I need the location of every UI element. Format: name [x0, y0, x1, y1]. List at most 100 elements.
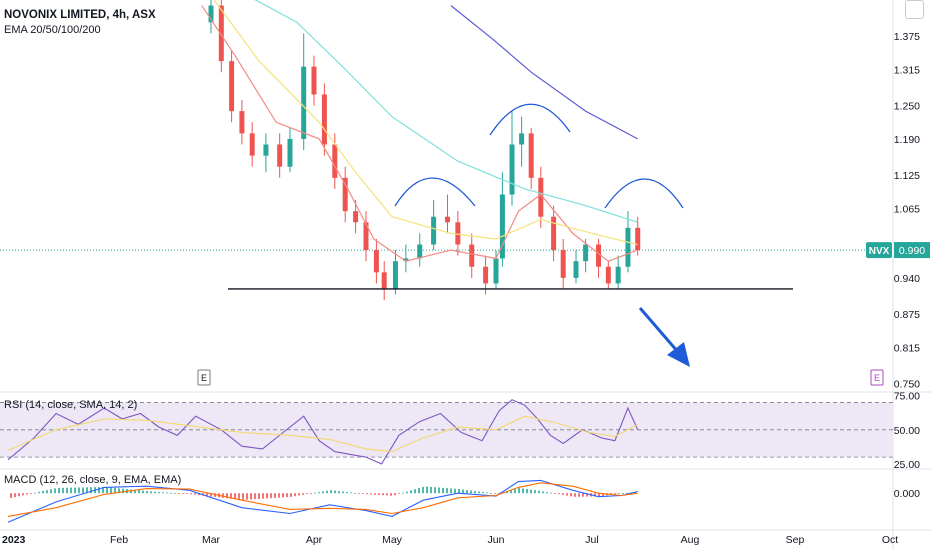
macd-histogram-bar: [86, 487, 88, 494]
macd-histogram-bar: [546, 492, 548, 494]
price-badge: [894, 242, 930, 259]
macd-histogram-bar: [562, 493, 564, 495]
macd-histogram-bar: [594, 493, 596, 497]
macd-histogram-bar: [466, 490, 468, 494]
macd-histogram-bar: [330, 490, 332, 494]
macd-histogram-bar: [462, 489, 464, 494]
time-tick-label: Sep: [786, 534, 805, 546]
macd-histogram-bar: [78, 487, 80, 494]
macd-histogram-bar: [90, 487, 92, 494]
time-tick-label: 2023: [2, 534, 26, 546]
macd-histogram-bar: [550, 492, 552, 494]
macd-histogram-bar: [518, 488, 520, 494]
price-badge-label: 0.990: [899, 245, 925, 257]
macd-histogram-bar: [426, 486, 428, 494]
candle-body: [301, 66, 307, 139]
price-tick-label: 1.190: [894, 134, 920, 146]
macd-histogram-bar: [442, 487, 444, 494]
macd-histogram-bar: [450, 488, 452, 494]
macd-histogram-bar: [198, 493, 200, 496]
macd-histogram-bar: [230, 493, 232, 499]
macd-histogram-bar: [170, 492, 172, 494]
macd-histogram-bar: [382, 493, 384, 496]
macd-histogram-bar: [506, 491, 508, 494]
macd-histogram-bar: [570, 493, 572, 497]
macd-histogram-bar: [354, 492, 356, 494]
candle-body: [363, 222, 369, 251]
time-tick-label: Apr: [306, 534, 323, 546]
candle-body: [392, 261, 398, 289]
candle-body: [321, 94, 327, 145]
candle-body: [239, 111, 245, 134]
rsi-legend: RSI (14, close, SMA, 14, 2): [4, 399, 138, 411]
macd-histogram-bar: [238, 493, 240, 500]
head-arc: [489, 103, 571, 136]
earnings-marker-label: E: [874, 373, 880, 383]
macd-histogram-bar: [58, 487, 60, 494]
candle-body: [615, 266, 621, 284]
macd-histogram-bar: [254, 493, 256, 500]
macd-histogram-bar: [458, 489, 460, 494]
axis-labels: 1.375 1.315 1.250 1.190 1.125 1.065 0.940 0.875…: [2, 31, 930, 546]
macd-histogram-bar: [142, 490, 144, 494]
macd-histogram-bar: [574, 493, 576, 497]
macd-histogram-bar: [182, 493, 184, 494]
macd-histogram-bar: [446, 488, 448, 494]
macd-histogram-bar: [526, 489, 528, 494]
time-tick-label: May: [382, 534, 403, 546]
macd-histogram-bar: [306, 493, 308, 495]
candle-body: [519, 133, 525, 145]
ema-line-ema-50: [213, 0, 638, 246]
macd-histogram-bar: [26, 493, 28, 495]
price-tick-label: 1.250: [894, 101, 920, 113]
macd-histogram-bar: [206, 493, 208, 497]
candle-body: [573, 261, 579, 278]
macd-histogram-bar: [226, 493, 228, 499]
candle-body: [277, 144, 283, 167]
macd-histogram-bar: [494, 493, 496, 494]
macd-histogram-bar: [50, 489, 52, 494]
macd-histogram-bar: [258, 493, 260, 499]
symbol-badge-label: NVX: [869, 246, 890, 257]
pattern-annotations: [228, 103, 793, 367]
macd-histogram-bar: [366, 493, 368, 495]
candle-body: [332, 144, 338, 178]
macd-histogram-bar: [478, 491, 480, 494]
price-tick-label: 1.375: [894, 31, 920, 43]
macd-tick-label: 0.000: [894, 488, 920, 500]
macd-histogram-bar: [166, 492, 168, 494]
macd-histogram-bar: [298, 493, 300, 496]
macd-histogram-bar: [310, 493, 312, 494]
candle-body: [208, 5, 214, 23]
macd-histogram-bar: [490, 492, 492, 494]
macd-histogram-bar: [558, 493, 560, 495]
macd-histogram-bar: [62, 487, 64, 494]
macd-histogram-bar: [350, 492, 352, 494]
time-tick-label: Oct: [882, 534, 898, 546]
left-shoulder-arc: [394, 177, 476, 207]
price-tick-label: 1.065: [894, 203, 920, 215]
price-tick-label: 1.125: [894, 170, 920, 182]
macd-histogram-bar: [138, 490, 140, 494]
macd-histogram-bar: [454, 488, 456, 494]
candle-body: [469, 244, 475, 267]
down-arrow-shaft: [638, 307, 680, 353]
macd-histogram-bar: [150, 491, 152, 494]
macd-histogram-bar: [14, 493, 16, 498]
candle-body: [218, 5, 224, 62]
candle-body: [483, 266, 489, 284]
candle-body: [493, 258, 499, 284]
macd-histogram-bar: [390, 493, 392, 496]
macd-histogram-bar: [398, 493, 400, 495]
ema-layer: [201, 0, 638, 262]
pane-settings-button[interactable]: [905, 0, 924, 19]
macd-histogram-bar: [194, 493, 196, 495]
time-tick-label: Mar: [202, 534, 221, 546]
macd-histogram-bar: [162, 492, 164, 494]
macd-histogram-bar: [74, 487, 76, 494]
macd-histogram-bar: [266, 493, 268, 499]
macd-histogram-bar: [18, 493, 20, 497]
earnings-marker-label: E: [201, 373, 207, 383]
